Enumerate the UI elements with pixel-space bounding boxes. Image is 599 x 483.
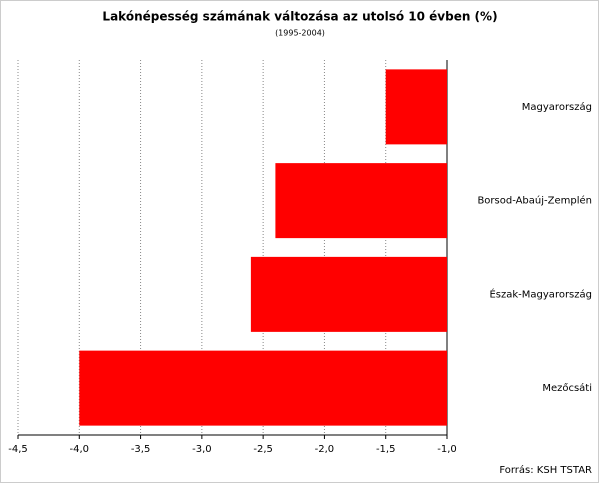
y-tick-label: Észak-Magyarország: [489, 287, 592, 300]
y-tick-label: Borsod-Abaúj-Zemplén: [477, 195, 592, 207]
x-tick-label: -3,5: [131, 444, 151, 455]
x-tick-label: -1,0: [437, 444, 457, 455]
y-tick-label: Magyarország: [522, 101, 592, 113]
x-tick-label: -2,0: [315, 444, 335, 455]
x-tick-label: -3,0: [192, 444, 212, 455]
chart-subtitle: (1995-2004): [275, 29, 325, 38]
x-tick-label: -4,0: [70, 444, 90, 455]
x-tick-label: -2,5: [253, 444, 273, 455]
bar: [385, 69, 447, 145]
x-tick-label: -1,5: [376, 444, 396, 455]
source-note: Forrás: KSH TSTAR: [499, 464, 592, 476]
bar: [250, 256, 447, 332]
bar: [79, 350, 448, 426]
y-tick-label: Mezőcsáti: [542, 382, 592, 394]
x-tick-label: -4,5: [8, 444, 28, 455]
bar: [275, 163, 447, 239]
chart-title: Lakónépesség számának változása az utols…: [102, 10, 497, 24]
